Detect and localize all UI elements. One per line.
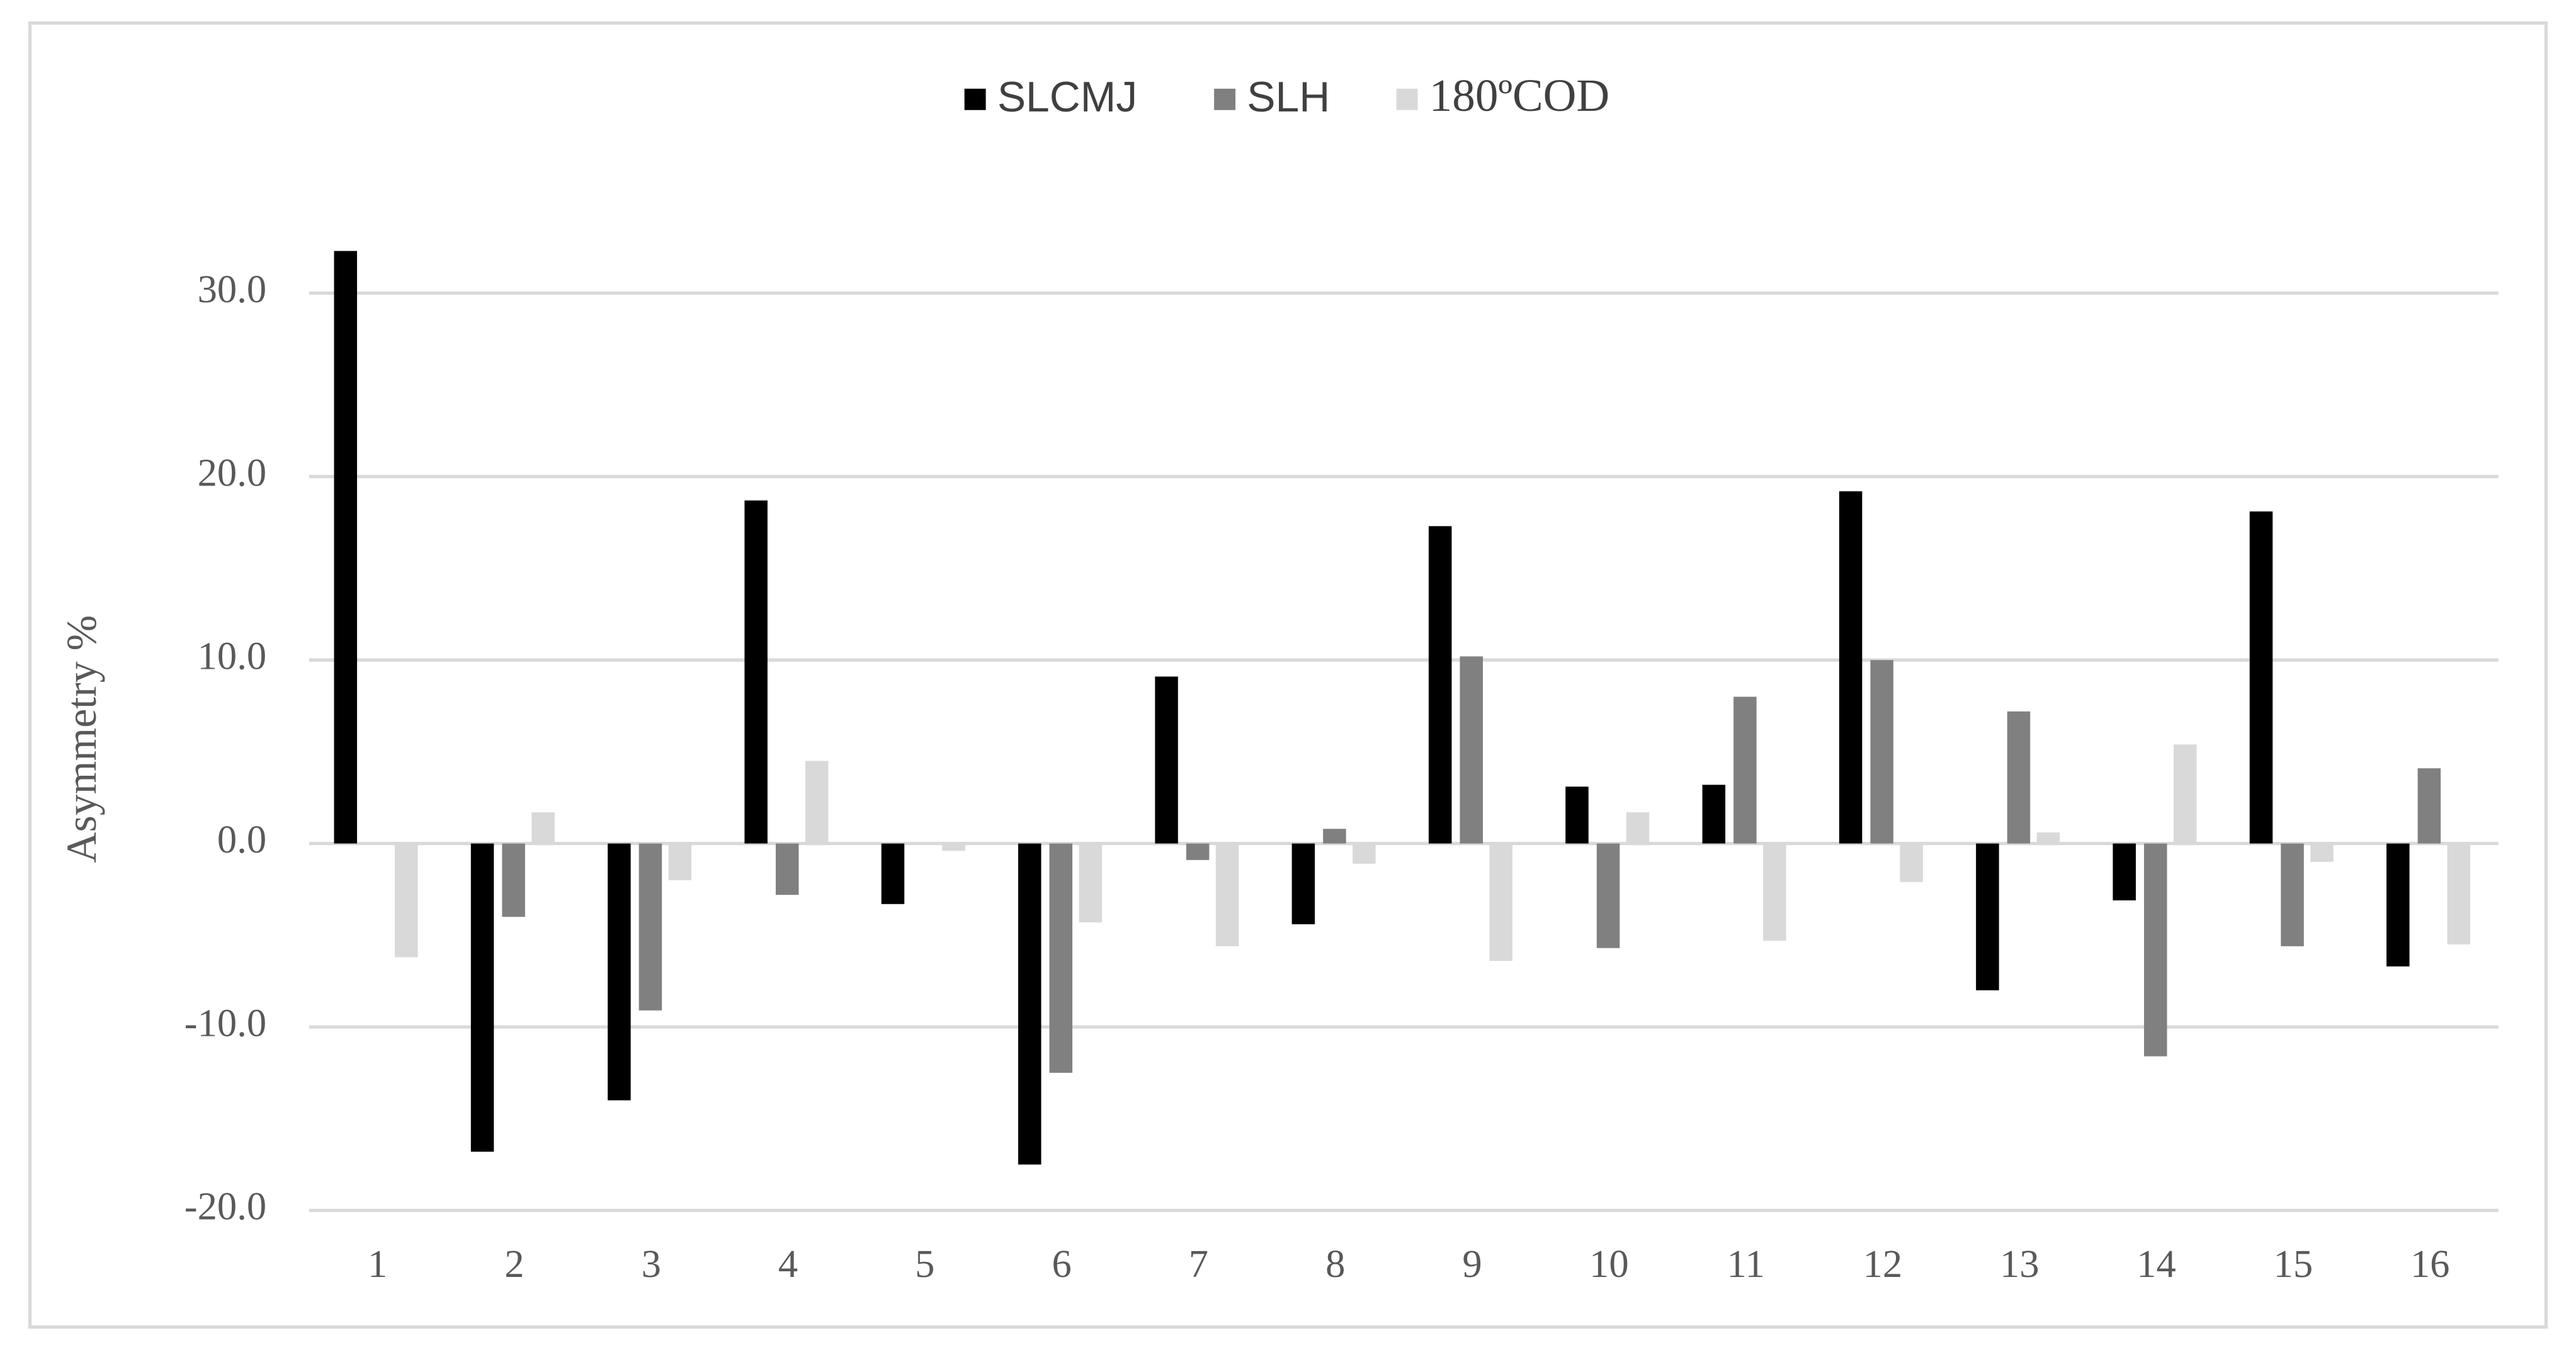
x-tick-label: 2 — [504, 1242, 524, 1286]
x-tick-label: 4 — [778, 1242, 798, 1286]
bar — [775, 843, 799, 895]
bar — [608, 843, 631, 1101]
bar — [1976, 843, 1999, 990]
bar — [1460, 656, 1483, 844]
x-tick-label: 11 — [1727, 1242, 1765, 1286]
x-tick-label: 1 — [368, 1242, 387, 1286]
y-tick-label: 10.0 — [198, 634, 267, 678]
x-tick-label: 14 — [2136, 1242, 2176, 1286]
bar — [2143, 843, 2167, 1057]
bar — [2447, 843, 2471, 944]
bar — [1079, 843, 1103, 922]
bar — [1565, 786, 1589, 844]
x-tick-label: 13 — [2000, 1242, 2040, 1286]
y-tick-label: 30.0 — [198, 267, 267, 311]
bar — [744, 500, 768, 844]
bar — [881, 843, 905, 904]
bar — [531, 812, 555, 844]
y-axis-title: Asymmetry % — [58, 615, 105, 863]
y-tick-label: 20.0 — [198, 450, 267, 494]
bar — [1702, 785, 1726, 844]
bar — [1353, 843, 1376, 864]
bar — [1215, 843, 1239, 946]
bar — [2386, 843, 2410, 967]
bar — [2249, 511, 2273, 844]
bar — [470, 843, 494, 1152]
x-tick-label: 12 — [1863, 1242, 1903, 1286]
x-tick-label: 8 — [1325, 1242, 1345, 1286]
bar — [638, 843, 662, 1011]
y-tick-label: -10.0 — [184, 1001, 266, 1045]
x-tick-label: 3 — [642, 1242, 661, 1286]
bar — [334, 251, 358, 844]
legend-swatch — [1396, 88, 1418, 110]
x-tick-label: 15 — [2274, 1242, 2313, 1286]
x-tick-label: 16 — [2410, 1242, 2450, 1286]
x-tick-label: 10 — [1589, 1242, 1629, 1286]
legend-swatch — [964, 88, 986, 110]
bar — [1018, 843, 1041, 1165]
x-tick-label: 5 — [915, 1242, 934, 1286]
bar — [1323, 829, 1346, 844]
bar — [1870, 660, 1893, 844]
bar — [1839, 491, 1863, 844]
x-tick-label: 7 — [1189, 1242, 1208, 1286]
x-tick-label: 6 — [1052, 1242, 1071, 1286]
bar — [502, 843, 525, 917]
x-tick-label: 9 — [1462, 1242, 1482, 1286]
legend-label: SLH — [1247, 74, 1330, 121]
bar — [1428, 526, 1452, 844]
y-tick-label: 0.0 — [217, 817, 266, 861]
chart-border — [28, 21, 2548, 1329]
bar — [2007, 711, 2031, 844]
bar — [2036, 832, 2060, 844]
bar — [2173, 744, 2197, 844]
bar — [1900, 843, 1923, 882]
bar — [1626, 812, 1650, 844]
bar — [2417, 768, 2441, 844]
bar — [1049, 843, 1073, 1073]
bar — [1489, 843, 1512, 961]
bar — [1155, 676, 1178, 844]
bar — [1291, 843, 1315, 924]
bar — [805, 761, 829, 844]
bar — [1186, 843, 1210, 860]
bar — [395, 843, 418, 958]
bar — [2113, 843, 2136, 900]
bar — [1763, 843, 1786, 941]
bar — [942, 843, 965, 851]
legend-label: SLCMJ — [997, 74, 1137, 121]
legend-label: 180ºCOD — [1429, 70, 1609, 121]
legend-swatch — [1214, 88, 1236, 110]
y-tick-label: -20.0 — [184, 1184, 266, 1228]
bar — [1596, 843, 1620, 948]
bar — [1733, 696, 1757, 844]
bar — [2281, 843, 2304, 946]
bar — [2310, 843, 2334, 862]
bar — [668, 843, 692, 880]
